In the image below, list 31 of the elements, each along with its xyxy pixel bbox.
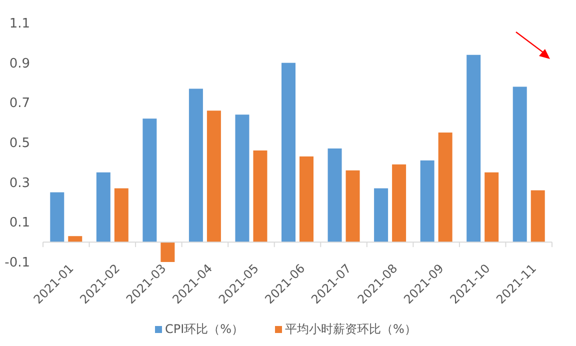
y-tick-label: -0.1 xyxy=(4,256,30,271)
bar xyxy=(96,172,110,242)
bar xyxy=(160,242,175,262)
legend-label: CPI环比（%） xyxy=(165,322,244,336)
bar xyxy=(328,148,342,242)
bar xyxy=(530,190,545,242)
bar xyxy=(188,88,203,242)
bar xyxy=(300,156,314,242)
bar xyxy=(374,188,388,242)
y-tick-label: 1.1 xyxy=(9,16,30,32)
bar xyxy=(420,160,434,242)
legend-label: 平均小时薪资环比（%） xyxy=(285,322,416,336)
bar xyxy=(206,110,221,242)
y-tick-label: 0.5 xyxy=(9,136,30,152)
bar xyxy=(466,54,481,242)
bar xyxy=(512,86,527,242)
bar xyxy=(282,62,296,242)
bar xyxy=(438,132,452,242)
bar xyxy=(114,188,128,242)
bar xyxy=(68,236,82,242)
y-tick-label: 0.1 xyxy=(9,216,30,231)
bar xyxy=(253,150,268,242)
bar xyxy=(235,114,250,242)
bar xyxy=(484,172,499,242)
bar xyxy=(346,170,360,242)
bar xyxy=(142,118,157,242)
y-tick-label: 0.7 xyxy=(9,96,30,112)
y-tick-label: 0.9 xyxy=(9,56,30,72)
bar xyxy=(50,192,64,242)
y-tick-label: 0.3 xyxy=(9,176,30,191)
bar xyxy=(392,164,406,242)
